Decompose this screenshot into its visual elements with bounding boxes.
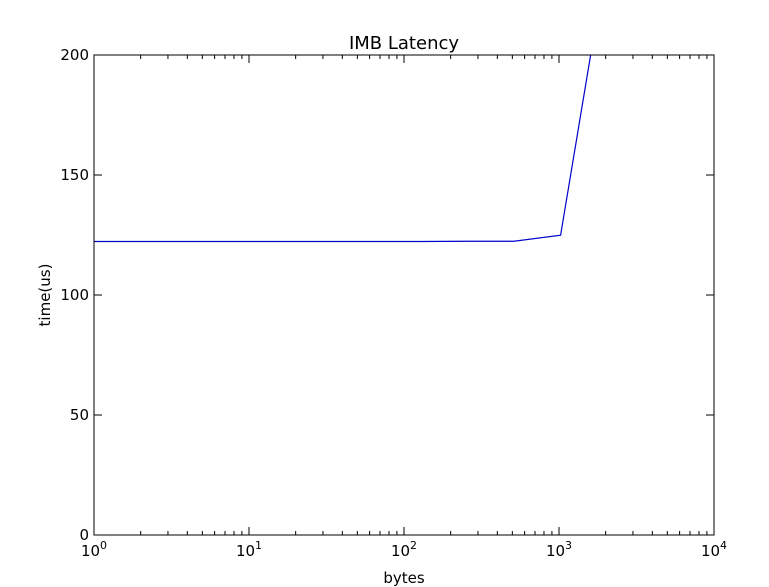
x-tick-label-exponent: 1 — [255, 539, 262, 552]
x-tick-label: 100 — [81, 539, 107, 560]
y-axis-label: time(us) — [36, 264, 54, 327]
x-axis-label: bytes — [383, 569, 425, 587]
x-tick-labels: 100 101 102 103 104 — [81, 539, 727, 560]
x-tick-label-exponent: 4 — [720, 539, 727, 552]
y-tick-label: 0 — [79, 526, 89, 544]
y-tick-label: 100 — [60, 286, 89, 304]
minor-ticks — [140, 55, 708, 535]
major-ticks — [93, 54, 715, 536]
x-tick-label-exponent: 3 — [565, 539, 572, 552]
x-tick-label: 101 — [236, 539, 262, 560]
y-tick-label: 150 — [60, 166, 89, 184]
x-tick-label: 104 — [701, 539, 727, 560]
y-tick-labels: 0 50 100 150 200 — [60, 46, 89, 544]
y-tick-label: 200 — [60, 46, 89, 64]
x-tick-label-base: 10 — [236, 542, 255, 560]
x-tick-label-exponent: 2 — [410, 539, 417, 552]
x-tick-label-base: 10 — [391, 542, 410, 560]
series-layer — [94, 55, 592, 243]
series-line — [94, 55, 592, 243]
x-tick-label-exponent: 0 — [100, 539, 107, 552]
x-tick-label: 103 — [546, 539, 572, 560]
x-tick-label-base: 10 — [81, 542, 100, 560]
plot-frame — [93, 54, 715, 536]
y-tick-label: 50 — [70, 406, 89, 424]
chart-title: IMB Latency — [349, 33, 459, 54]
x-tick-label: 102 — [391, 539, 417, 560]
x-tick-label-base: 10 — [701, 542, 720, 560]
x-tick-label-base: 10 — [546, 542, 565, 560]
